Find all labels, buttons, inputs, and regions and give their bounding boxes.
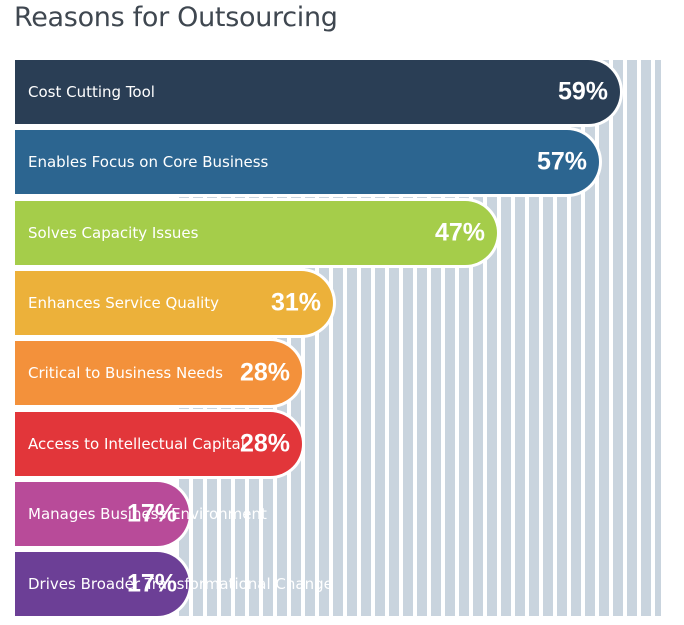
bar-category-label: Enhances Service Quality [28,294,220,312]
bar-value-label: 17% [126,569,177,598]
chart-title: Reasons for Outsourcing [14,2,338,33]
bar-value-label: 28% [239,429,290,458]
bar: Manages Business Environment 17% [15,482,267,546]
bar-category-label: Enables Focus on Core Business [28,153,269,171]
bar: Cost Cutting Tool 59% [15,60,620,124]
bar-value-label: 47% [434,218,485,247]
bar: Solves Capacity Issues 47% [15,201,497,265]
bar-value-label: 57% [536,147,587,176]
bar-category-label: Manages Business Environment [28,505,267,523]
bar-category-label: Critical to Business Needs [28,364,223,382]
bar: Drives Broader Transformational Change 17… [15,552,333,616]
bar-value-label: 31% [270,288,321,317]
bar: Enhances Service Quality 31% [15,271,333,335]
bar-value-label: 59% [557,77,608,106]
bar-category-label: Drives Broader Transformational Change [28,575,333,593]
bar: Access to Intellectual Capital 28% [15,412,302,476]
bar-value-label: 28% [239,358,290,387]
bar-category-label: Solves Capacity Issues [28,224,199,242]
bar-category-label: Cost Cutting Tool [28,83,155,101]
bar-category-label: Access to Intellectual Capital [28,435,245,453]
bar: Critical to Business Needs 28% [15,341,302,405]
bar-value-label: 17% [126,499,177,528]
bar: Enables Focus on Core Business 57% [15,130,599,194]
